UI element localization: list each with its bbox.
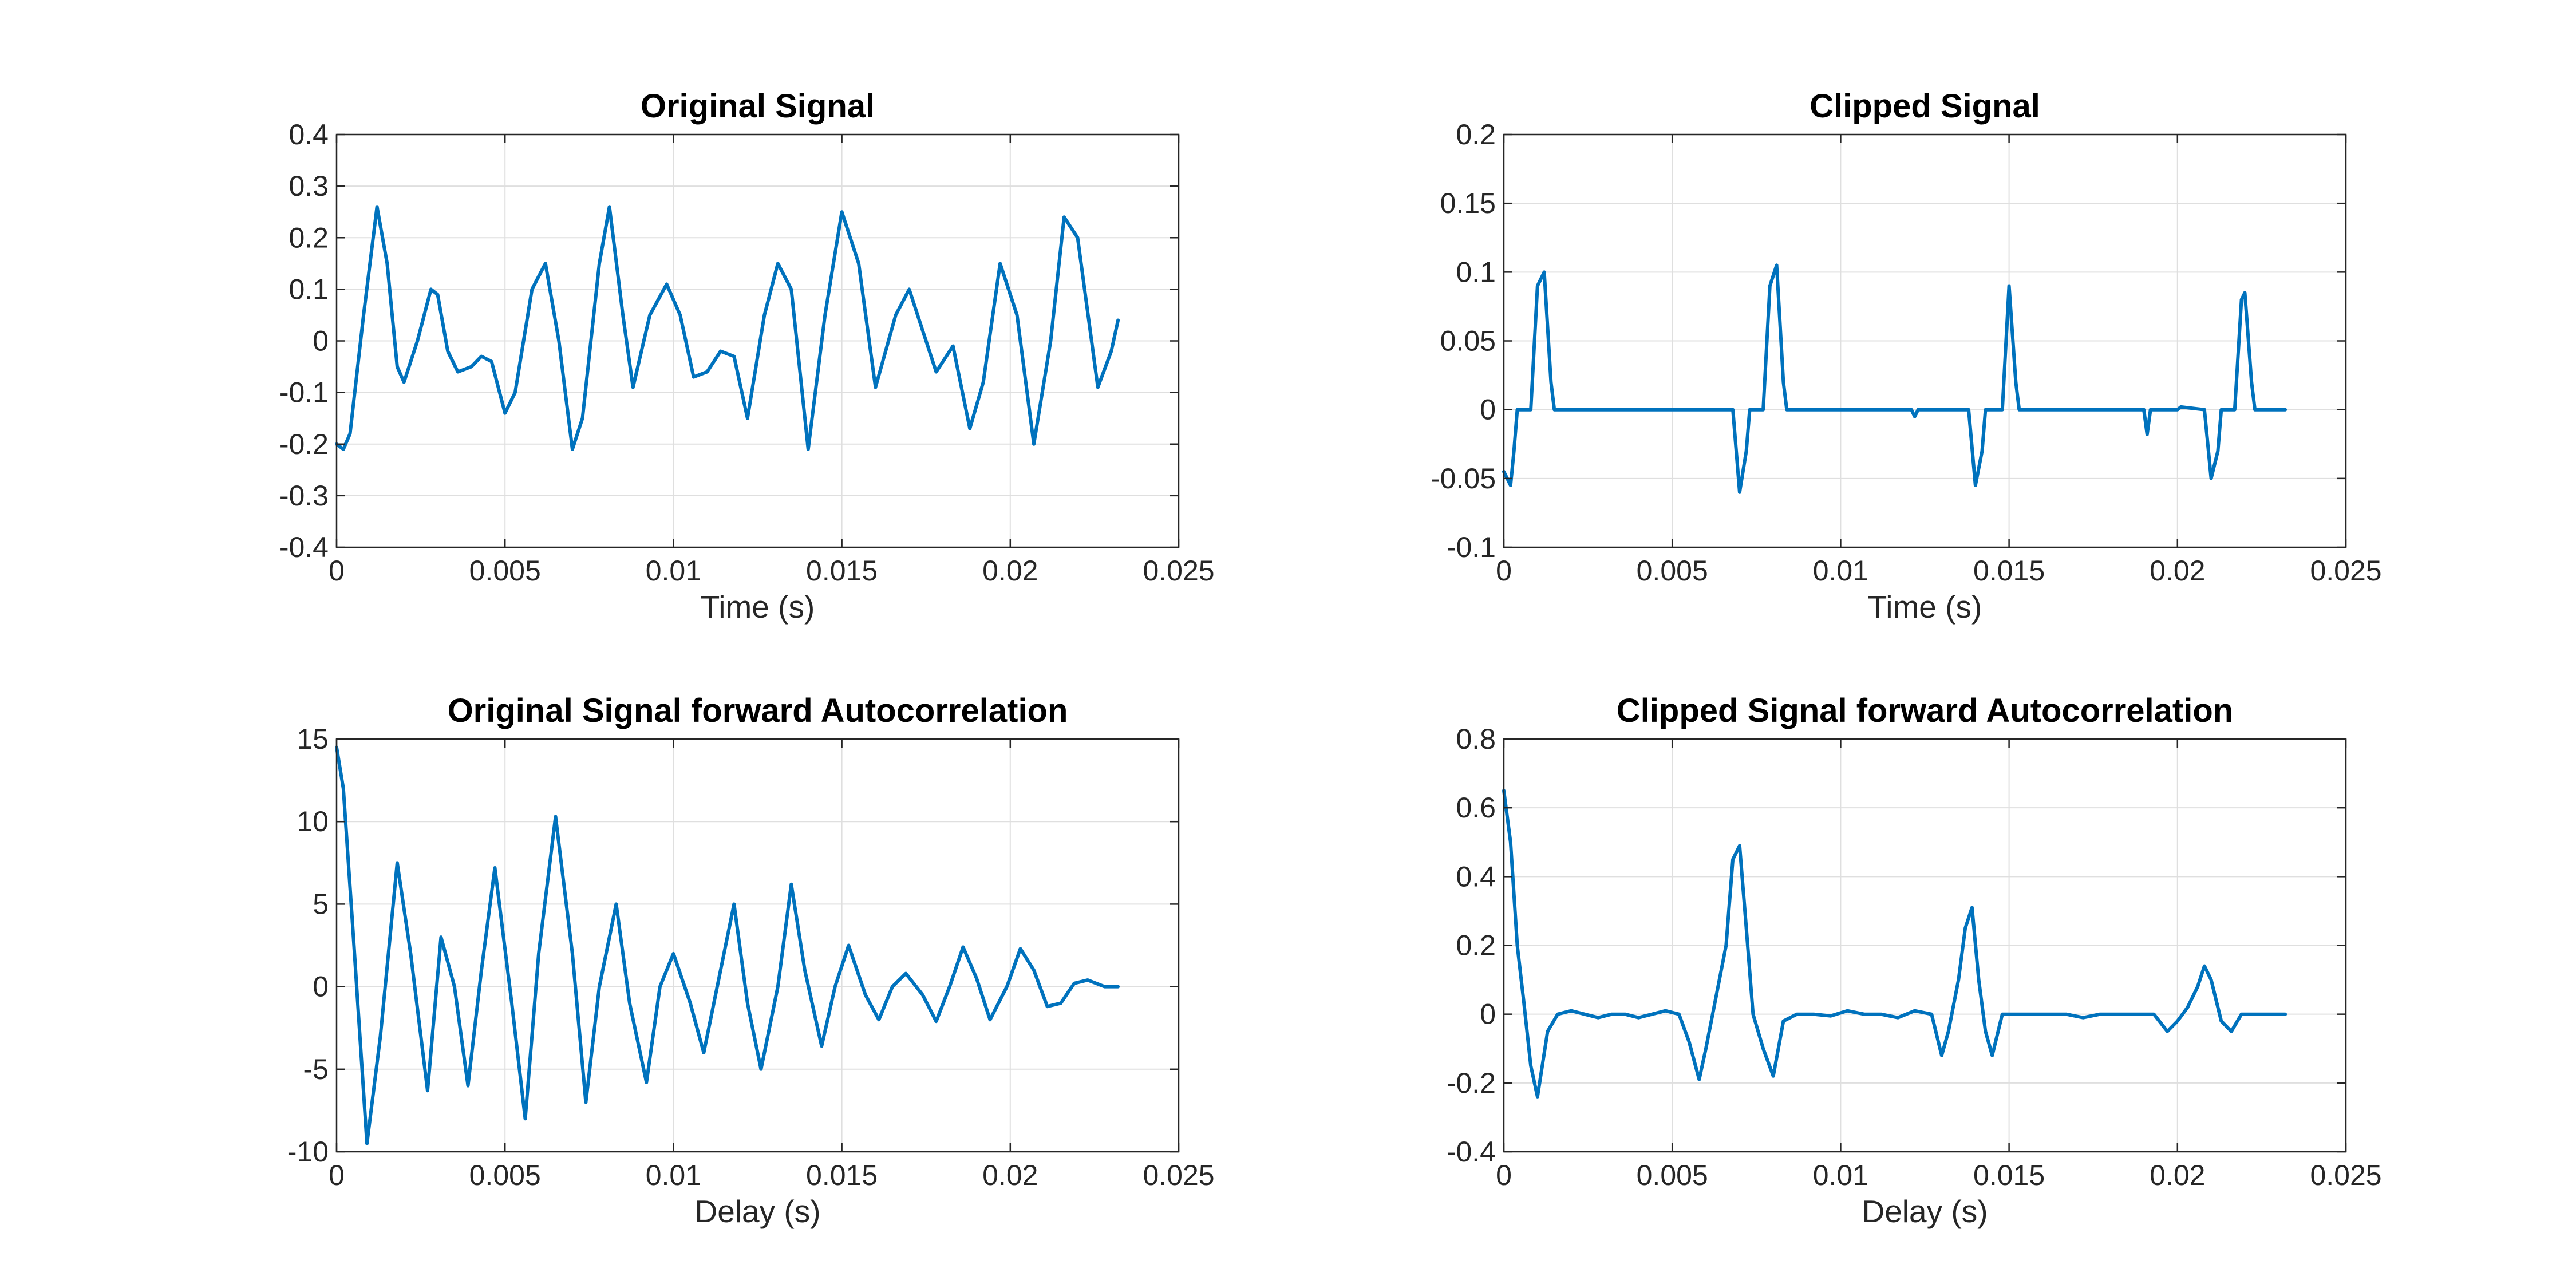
x-axis-label: Delay (s) <box>1862 1194 1988 1229</box>
x-tick-label: 0.015 <box>1973 555 2045 587</box>
x-tick-label: 0 <box>1496 555 1512 587</box>
x-tick-label: 0.005 <box>1637 1159 1708 1191</box>
ticks: 0 0.005 0.01 0.015 0.02 0.025 -10 -5 0 5 10 15 <box>287 723 1215 1191</box>
plot-frame <box>335 133 1180 548</box>
x-tick-label: 0 <box>329 555 345 587</box>
x-tick-label: 0.015 <box>806 555 878 587</box>
x-tick-label: 0.01 <box>1813 555 1868 587</box>
y-tick-label: -0.4 <box>279 531 329 563</box>
y-tick-label: 10 <box>297 805 329 837</box>
y-tick-label: -0.1 <box>1447 531 1496 563</box>
y-tick-label: 0.3 <box>289 170 329 202</box>
y-tick-label: -0.1 <box>279 377 329 409</box>
y-tick-label: 0.4 <box>1456 860 1496 892</box>
panel-clipped-autocorrelation: Clipped Signal forward Autocorrelation D… <box>1447 692 2382 1229</box>
series-line <box>1502 789 2287 1099</box>
grid <box>1503 738 2346 1152</box>
y-tick-label: -10 <box>287 1136 329 1168</box>
x-axis-label: Delay (s) <box>694 1194 820 1229</box>
plot-frame <box>1503 738 2347 1153</box>
x-tick-label: 0.025 <box>2310 555 2381 587</box>
chart-title: Clipped Signal forward Autocorrelation <box>1617 692 2233 729</box>
chart-title: Original Signal forward Autocorrelation <box>448 692 1068 729</box>
x-tick-label: 0.005 <box>469 1159 541 1191</box>
chart-title: Original Signal <box>641 88 875 125</box>
y-tick-label: -5 <box>303 1053 329 1085</box>
ticks: 0 0.005 0.01 0.015 0.02 0.025 -0.4 -0.2 0 0.2 0.4 0… <box>1447 723 2382 1191</box>
grid <box>1503 134 2346 548</box>
y-tick-label: -0.2 <box>279 428 329 460</box>
y-tick-label: 0.6 <box>1456 792 1496 824</box>
plot-frame <box>335 738 1180 1153</box>
y-tick-label: 0 <box>313 325 329 357</box>
x-tick-label: 0.005 <box>469 555 541 587</box>
x-tick-label: 0.02 <box>982 1159 1038 1191</box>
x-tick-label: 0.025 <box>2310 1159 2381 1191</box>
x-tick-label: 0.015 <box>1973 1159 2045 1191</box>
series-line <box>1502 263 2287 494</box>
x-tick-label: 0.02 <box>982 555 1038 587</box>
y-tick-label: 0.15 <box>1440 187 1496 219</box>
y-tick-label: 0.05 <box>1440 325 1496 357</box>
plot-frame <box>1503 133 2347 548</box>
series-line <box>335 745 1120 1145</box>
ticks: 0 0.005 0.01 0.015 0.02 0.025 -0.1 -0.05 0 0.05 0.… <box>1431 118 2382 587</box>
series-line <box>335 205 1120 451</box>
x-tick-label: 0.005 <box>1637 555 1708 587</box>
y-tick-label: 0.2 <box>289 222 329 254</box>
x-tick-label: 0.02 <box>2150 1159 2205 1191</box>
x-tick-label: 0.02 <box>2150 555 2205 587</box>
x-tick-label: 0.01 <box>646 1159 701 1191</box>
x-tick-label: 0 <box>1496 1159 1512 1191</box>
x-tick-label: 0 <box>329 1159 345 1191</box>
y-tick-label: -0.05 <box>1431 463 1496 495</box>
x-axis-label: Time (s) <box>701 589 815 625</box>
panel-clipped-signal: Clipped Signal Time (s) 0 0.005 0.01 0.015 0… <box>1431 88 2382 625</box>
y-tick-label: -0.2 <box>1447 1067 1496 1099</box>
x-tick-label: 0.01 <box>646 555 701 587</box>
y-tick-label: 0.8 <box>1456 723 1496 755</box>
chart-title: Clipped Signal <box>1809 88 2040 125</box>
y-tick-label: -0.4 <box>1447 1136 1496 1168</box>
x-axis-label: Time (s) <box>1868 589 1982 625</box>
ticks: 0 0.005 0.01 0.015 0.02 0.025 -0.4 -0.3 -0.2 -0.1… <box>279 118 1215 587</box>
panel-original-autocorrelation: Original Signal forward Autocorrelation … <box>287 692 1215 1229</box>
y-tick-label: 0 <box>1480 394 1496 426</box>
grid <box>336 738 1179 1152</box>
y-tick-label: 0 <box>313 971 329 1003</box>
y-tick-label: 0 <box>1480 998 1496 1030</box>
panel-original-signal: Original Signal Time (s) 0 0.005 0.01 0.015… <box>279 88 1215 625</box>
x-tick-label: 0.015 <box>806 1159 878 1191</box>
y-tick-label: 5 <box>313 888 329 920</box>
y-tick-label: 0.1 <box>289 273 329 305</box>
y-tick-label: 0.1 <box>1456 256 1496 288</box>
y-tick-label: 0.4 <box>289 118 329 151</box>
y-tick-label: 15 <box>297 723 329 755</box>
y-tick-label: 0.2 <box>1456 930 1496 962</box>
x-tick-label: 0.025 <box>1143 1159 1214 1191</box>
x-tick-label: 0.01 <box>1813 1159 1868 1191</box>
y-tick-label: -0.3 <box>279 480 329 512</box>
x-tick-label: 0.025 <box>1143 555 1214 587</box>
y-tick-label: 0.2 <box>1456 118 1496 151</box>
